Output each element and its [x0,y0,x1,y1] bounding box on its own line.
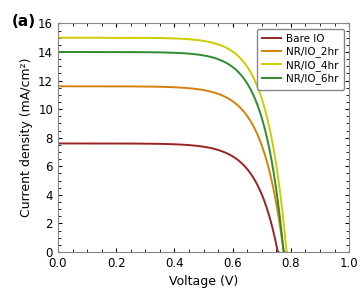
NR/IO_2hr [182,86,186,90]
NR/IO_2hr [77,85,81,88]
Legend: Bare IO, NR/IO_2hr, NR/IO_4hr, NR/IO_6hr: Bare IO, NR/IO_2hr, NR/IO_4hr, NR/IO_6hr [257,29,344,90]
NR/IO_6hr [233,67,237,70]
Line: Bare IO: Bare IO [58,143,278,252]
NR/IO_2hr [281,250,286,254]
NR/IO_2hr [278,227,282,230]
NR/IO_2hr [56,85,60,88]
NR/IO_6hr [83,50,87,54]
NR/IO_4hr [184,37,188,41]
NR/IO_4hr [123,36,128,39]
Bare IO [276,250,280,254]
NR/IO_4hr [285,250,289,254]
Bare IO [179,143,184,146]
Line: NR/IO_6hr: NR/IO_6hr [58,52,284,252]
NR/IO_4hr [284,250,289,254]
NR/IO_6hr [77,50,81,54]
Line: NR/IO_4hr: NR/IO_4hr [58,38,287,252]
NR/IO_6hr [282,250,286,254]
NR/IO_6hr [56,50,60,54]
NR/IO_4hr [115,36,119,39]
NR/IO_6hr [182,51,186,55]
NR/IO_2hr [83,85,87,88]
Bare IO [56,142,60,145]
NR/IO_4hr [97,36,101,39]
NR/IO_4hr [200,39,205,42]
Bare IO [99,142,103,145]
Line: NR/IO_2hr: NR/IO_2hr [58,86,284,252]
Bare IO [276,250,281,254]
NR/IO_6hr [281,250,286,254]
Bare IO [199,145,203,148]
NR/IO_2hr [81,85,86,88]
Bare IO [144,142,149,146]
NR/IO_4hr [56,36,60,39]
Text: (a): (a) [11,14,36,29]
NR/IO_2hr [282,250,286,254]
NR/IO_2hr [233,101,237,104]
Bare IO [56,142,60,145]
NR/IO_6hr [81,50,86,54]
NR/IO_6hr [278,220,282,223]
NR/IO_4hr [204,39,208,43]
X-axis label: Voltage (V): Voltage (V) [169,275,238,288]
Bare IO [218,149,222,152]
Y-axis label: Current density (mA/cm²): Current density (mA/cm²) [20,58,32,218]
